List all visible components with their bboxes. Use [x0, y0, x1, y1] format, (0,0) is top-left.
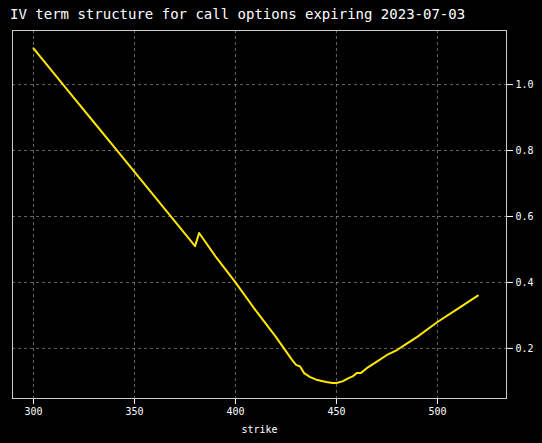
svg-text:450: 450 [327, 406, 345, 417]
svg-text:0.4: 0.4 [516, 277, 534, 288]
svg-text:0.8: 0.8 [516, 145, 534, 156]
svg-text:400: 400 [226, 406, 244, 417]
svg-text:0.6: 0.6 [516, 211, 534, 222]
svg-text:strike: strike [241, 424, 277, 435]
svg-text:0.2: 0.2 [516, 343, 534, 354]
svg-text:350: 350 [125, 406, 143, 417]
html-text:IV term structure for call opt: IV term structure for call options expir… [10, 6, 466, 22]
svg-text:1.0: 1.0 [516, 79, 534, 90]
svg-text:300: 300 [24, 406, 42, 417]
svg-text:500: 500 [428, 406, 446, 417]
